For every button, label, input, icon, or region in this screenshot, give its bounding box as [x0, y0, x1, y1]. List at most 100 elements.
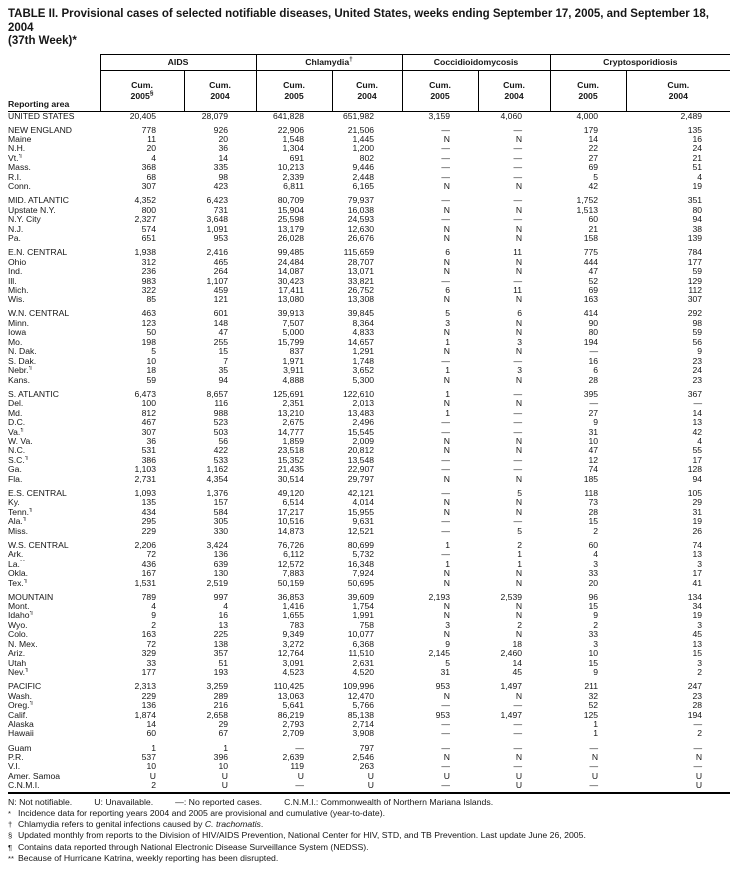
value-cell: N [515, 630, 523, 640]
value-cell: N [515, 474, 523, 484]
value-cell: 115,659 [343, 248, 375, 258]
table-row: Ky. 135 157 6,514 4,014 N N 73 29 [8, 498, 730, 507]
table-row: Colo. 163 225 9,349 10,077 N N 33 45 [8, 630, 730, 639]
row-label: Ga. [8, 465, 22, 475]
value-cell: 47 [588, 446, 599, 456]
value-cell: N [443, 347, 451, 357]
value-cell: 6,368 [352, 639, 375, 649]
value-cell: 2,793 [282, 720, 305, 730]
footnote-text: Incidence data for reporting years 2004 … [18, 808, 386, 818]
value-cell: 367 [687, 389, 703, 399]
table-row: Conn. 307 423 6,811 6,165 N N 42 19 [8, 182, 730, 191]
column-header-chlamydia-2005: Cum. 2005 [255, 70, 333, 112]
value-cell: 22 [588, 144, 599, 154]
value-cell: 4 [223, 602, 229, 611]
column-group-coccidioidomycosis: Coccidioidomycosis [401, 53, 551, 71]
value-cell: N [515, 611, 523, 621]
value-cell: — [441, 125, 451, 135]
value-cell: — [441, 215, 451, 225]
column-group-cryptosporidiosis: Cryptosporidiosis [549, 53, 731, 71]
value-cell: 6,514 [282, 498, 305, 508]
value-cell: 953 [213, 234, 229, 244]
value-cell: 1,548 [282, 135, 305, 144]
value-cell: N [443, 234, 451, 244]
value-cell: 110,425 [273, 682, 305, 692]
value-cell: 3,911 [283, 366, 305, 376]
value-cell: 7 [223, 356, 229, 366]
value-cell: 16 [218, 611, 229, 621]
value-cell: 5 [593, 172, 599, 182]
value-cell: 2 [593, 620, 599, 630]
value-cell: 28,707 [347, 257, 375, 267]
column-group-aids: AIDS [99, 53, 257, 71]
table-row: Alaska 14 29 2,793 2,714 — — 1 — [8, 720, 730, 729]
row-label: Ohio [8, 257, 27, 267]
value-cell: 119 [290, 762, 305, 772]
value-cell: — [513, 427, 523, 437]
row-label: Va.¶ [8, 427, 24, 437]
value-cell: N [515, 436, 523, 446]
row-label: R.I. [8, 172, 22, 182]
value-cell: — [295, 743, 305, 753]
value-cell: 13 [218, 620, 229, 630]
value-cell: 5 [445, 309, 451, 319]
value-cell: — [441, 488, 451, 498]
value-cell: 105 [687, 488, 703, 498]
value-cell: 20,812 [347, 446, 375, 456]
value-cell: — [441, 729, 451, 739]
value-cell: 50 [146, 328, 156, 338]
value-cell: 1,497 [500, 682, 523, 692]
value-cell: 13,080 [277, 295, 305, 305]
table-row: Wash. 229 289 13,063 12,470 N N 32 23 [8, 692, 730, 701]
header-spacer [8, 54, 100, 70]
value-cell: 3,272 [282, 639, 305, 649]
row-label: Wash. [8, 691, 33, 701]
value-cell: U [367, 771, 375, 781]
column-header-aids-2005: Cum. 2005§ [99, 70, 184, 112]
value-cell: 17,411 [278, 285, 305, 295]
value-cell: N [443, 257, 451, 267]
value-cell: N [443, 328, 451, 338]
value-cell: 396 [213, 752, 229, 762]
value-cell: 1,200 [352, 144, 375, 154]
value-cell: — [441, 762, 451, 772]
value-cell: 29 [692, 498, 703, 508]
value-cell: N [515, 446, 523, 456]
value-cell: 72 [146, 550, 156, 560]
value-cell: — [513, 720, 523, 730]
value-cell: 6 [593, 366, 599, 376]
value-cell: 116 [214, 399, 229, 409]
value-cell: 5,732 [352, 550, 375, 560]
value-cell: — [295, 781, 305, 791]
value-cell: 4,833 [352, 328, 375, 338]
value-cell: 3,648 [206, 215, 229, 225]
value-cell: 30,423 [277, 276, 305, 286]
value-cell: 6,165 [352, 182, 375, 192]
table-row: E.N. CENTRAL 1,938 2,416 99,485 115,659 6 11 77… [8, 248, 730, 257]
table-row: Amer. Samoa U U U U U U U U [8, 772, 730, 781]
value-cell: 13 [692, 639, 703, 649]
table-row: Wis. 85 121 13,080 13,308 N N 163 307 [8, 295, 730, 304]
value-cell: 5 [445, 658, 451, 668]
value-cell: 14 [512, 658, 523, 668]
value-cell: 42 [588, 182, 599, 192]
value-cell: 4,000 [576, 111, 599, 121]
value-cell: 4,888 [282, 375, 305, 385]
value-cell: N [443, 507, 451, 517]
value-cell: 15 [218, 347, 229, 357]
value-cell: 10 [146, 762, 156, 772]
value-cell: 32 [588, 691, 599, 701]
table-row: C.N.M.I. 2 U — U — U — U [8, 781, 730, 790]
value-cell: — [441, 517, 451, 527]
row-label: PACIFIC [8, 682, 42, 692]
value-cell: 72 [146, 639, 156, 649]
value-cell: 41 [692, 578, 703, 588]
value-cell: 94 [692, 474, 703, 484]
value-cell: 305 [213, 517, 229, 527]
value-cell: 135 [141, 498, 156, 508]
value-cell: — [513, 743, 523, 753]
value-cell: — [441, 781, 451, 791]
value-cell: 335 [213, 163, 229, 173]
value-cell: 38 [692, 224, 703, 234]
footnote-marker: ¶ [29, 507, 33, 513]
